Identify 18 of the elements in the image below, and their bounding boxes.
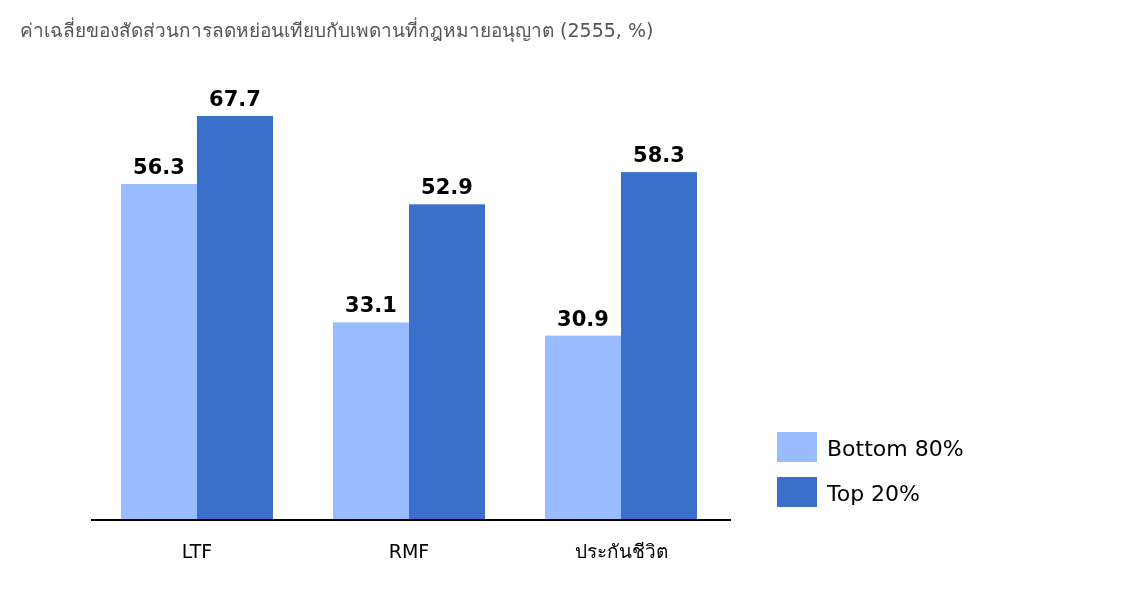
bar [621, 172, 697, 520]
x-tick-label: ประกันชีวิต [574, 540, 668, 562]
chart-title: ค่าเฉลี่ยของสัดส่วนการลดหย่อนเทียบกับเพดานที่กฎหมายอนุญาต (2555, %) [20, 17, 654, 43]
data-label: 30.9 [557, 306, 609, 331]
data-label: 33.1 [345, 293, 397, 318]
bar [409, 204, 485, 520]
bar [197, 116, 273, 520]
bar [545, 335, 621, 520]
bar [333, 322, 409, 520]
data-label: 56.3 [133, 155, 185, 180]
legend-label: Bottom 80% [827, 436, 964, 461]
legend-label: Top 20% [826, 481, 921, 506]
x-tick-label: LTF [181, 540, 213, 562]
bar [121, 184, 197, 520]
data-label: 58.3 [633, 143, 685, 168]
x-tick-label: RMF [388, 540, 430, 562]
data-label: 52.9 [421, 175, 473, 200]
data-label: 67.7 [209, 87, 261, 111]
